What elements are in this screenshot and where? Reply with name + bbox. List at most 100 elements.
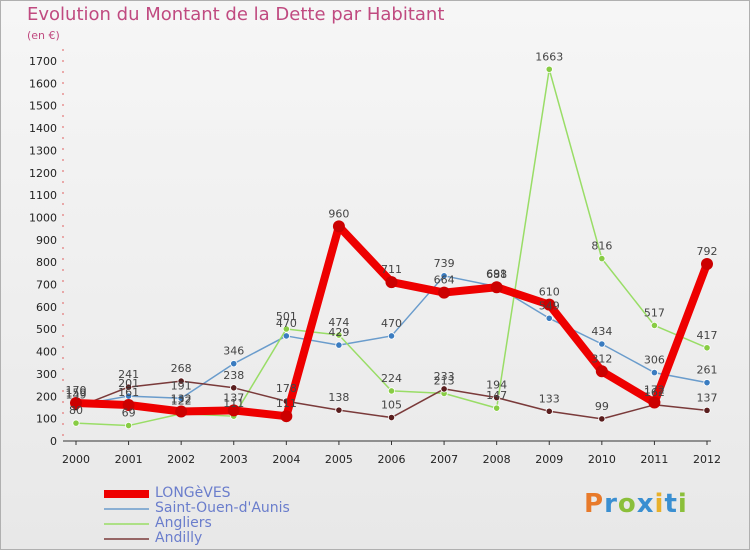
series-0-point bbox=[387, 332, 396, 340]
series-3-point bbox=[490, 281, 503, 294]
series-2-point bbox=[598, 415, 606, 423]
chart-title: Evolution du Montant de la Dette par Hab… bbox=[27, 4, 445, 25]
logo-letter: i bbox=[677, 489, 688, 519]
series-1-data-label: 501 bbox=[276, 310, 297, 323]
y-tick-label: 1000 bbox=[29, 211, 57, 224]
y-tick-label: 100 bbox=[36, 413, 57, 426]
series-2-data-label: 149 bbox=[66, 389, 87, 402]
series-2-point bbox=[124, 383, 133, 391]
y-tick-label: 1100 bbox=[29, 189, 57, 202]
series-1-data-label: 474 bbox=[328, 316, 349, 329]
y-tick-label: 1300 bbox=[29, 144, 57, 157]
x-tick-label: 2008 bbox=[483, 453, 511, 466]
x-tick-label: 2004 bbox=[272, 453, 300, 466]
y-tick-label: 600 bbox=[36, 301, 57, 314]
series-1-point bbox=[124, 421, 133, 430]
y-tick-label: 700 bbox=[36, 279, 57, 292]
series-2-point bbox=[440, 385, 448, 393]
series-2-point bbox=[387, 413, 396, 422]
x-tick-label: 2002 bbox=[167, 453, 195, 466]
series-3-data-label: 137 bbox=[223, 391, 244, 404]
series-1-data-label: 111 bbox=[223, 397, 244, 410]
series-2-data-label: 99 bbox=[595, 400, 609, 413]
series-0-point bbox=[598, 340, 606, 348]
series-0-data-label: 261 bbox=[697, 364, 718, 377]
x-tick-label: 2001 bbox=[115, 453, 143, 466]
logo-letter: i bbox=[654, 489, 665, 519]
y-tick-label: 1200 bbox=[29, 167, 57, 180]
series-2-data-label: 233 bbox=[434, 370, 455, 383]
y-tick-label: 1700 bbox=[29, 55, 57, 68]
series-3-data-label: 172 bbox=[644, 384, 665, 397]
series-0-data-label: 434 bbox=[591, 325, 612, 338]
x-tick-label: 2010 bbox=[588, 453, 616, 466]
x-tick-label: 2009 bbox=[535, 453, 563, 466]
series-3-data-label: 111 bbox=[276, 397, 297, 410]
series-1-data-label: 224 bbox=[381, 372, 402, 385]
series-0-data-label: 739 bbox=[434, 257, 455, 270]
chart-subtitle: (en €) bbox=[27, 29, 60, 42]
x-tick-label: 2000 bbox=[62, 453, 90, 466]
series-3-data-label: 664 bbox=[434, 274, 455, 287]
series-0-point bbox=[440, 272, 448, 280]
series-layer bbox=[70, 65, 713, 430]
series-3-data-label: 792 bbox=[697, 245, 718, 258]
series-0-point bbox=[650, 368, 659, 377]
series-3-data-label: 170 bbox=[66, 384, 87, 397]
series-2-data-label: 194 bbox=[486, 379, 507, 392]
y-tick-label: 300 bbox=[36, 368, 57, 381]
y-tick-label: 1600 bbox=[29, 77, 57, 90]
y-tick-label: 900 bbox=[36, 234, 57, 247]
series-1-point bbox=[335, 331, 343, 339]
series-1-data-label: 69 bbox=[122, 407, 136, 420]
x-tick-label: 2003 bbox=[220, 453, 248, 466]
y-tick-label: 0 bbox=[50, 435, 57, 448]
series-1-data-label: 213 bbox=[434, 374, 455, 387]
series-1-point bbox=[387, 387, 396, 395]
y-tick-label: 800 bbox=[36, 256, 57, 269]
series-1-point bbox=[545, 65, 553, 73]
series-1-point bbox=[72, 419, 80, 427]
legend-label-saint-ouen: Saint-Ouen-d'Aunis bbox=[155, 500, 290, 516]
series-3-data-label: 688 bbox=[486, 268, 507, 281]
x-tick-label: 2005 bbox=[325, 453, 353, 466]
x-tick-label: 2011 bbox=[640, 453, 668, 466]
logo-letter: r bbox=[604, 489, 618, 519]
series-2-data-label: 137 bbox=[697, 391, 718, 404]
series-0-data-label: 429 bbox=[328, 326, 349, 339]
series-2-data-label: 138 bbox=[328, 391, 349, 404]
series-1-point bbox=[650, 321, 659, 330]
series-0-data-label: 191 bbox=[171, 379, 192, 392]
series-1-data-label: 816 bbox=[591, 240, 612, 253]
series-2-data-label: 238 bbox=[223, 369, 244, 382]
series-3-point bbox=[175, 405, 188, 418]
series-1-data-label: 122 bbox=[171, 395, 192, 408]
series-0-data-label: 201 bbox=[118, 377, 139, 390]
series-0-data-label: 346 bbox=[223, 345, 244, 358]
logo-letter: o bbox=[617, 489, 637, 519]
legend bbox=[104, 490, 149, 540]
series-0-data-label: 549 bbox=[539, 299, 560, 312]
series-3-point bbox=[122, 399, 135, 412]
logo-letter: P bbox=[584, 489, 605, 519]
logo-letter: x bbox=[636, 489, 655, 519]
series-3-data-label: 161 bbox=[118, 386, 139, 399]
series-0-data-label: 159 bbox=[66, 386, 87, 399]
series-3-data-label: 960 bbox=[328, 207, 349, 220]
series-3-point bbox=[701, 257, 713, 270]
series-2-data-label: 105 bbox=[381, 399, 402, 412]
series-1-point bbox=[282, 325, 290, 333]
y-tick-label: 1500 bbox=[29, 100, 57, 113]
series-1-point bbox=[703, 344, 711, 352]
series-2-data-label: 241 bbox=[118, 368, 139, 381]
series-3-point bbox=[70, 397, 82, 409]
series-3-data-label: 132 bbox=[171, 392, 192, 405]
series-1-data-label: 417 bbox=[697, 329, 718, 342]
legend-label-angliers: Angliers bbox=[155, 515, 212, 531]
series-0-point bbox=[177, 394, 185, 402]
series-0-data-label: 306 bbox=[644, 354, 665, 367]
series-0-data-label: 691 bbox=[486, 268, 507, 281]
series-3-point bbox=[280, 410, 293, 423]
series-2-data-label: 133 bbox=[539, 392, 560, 405]
